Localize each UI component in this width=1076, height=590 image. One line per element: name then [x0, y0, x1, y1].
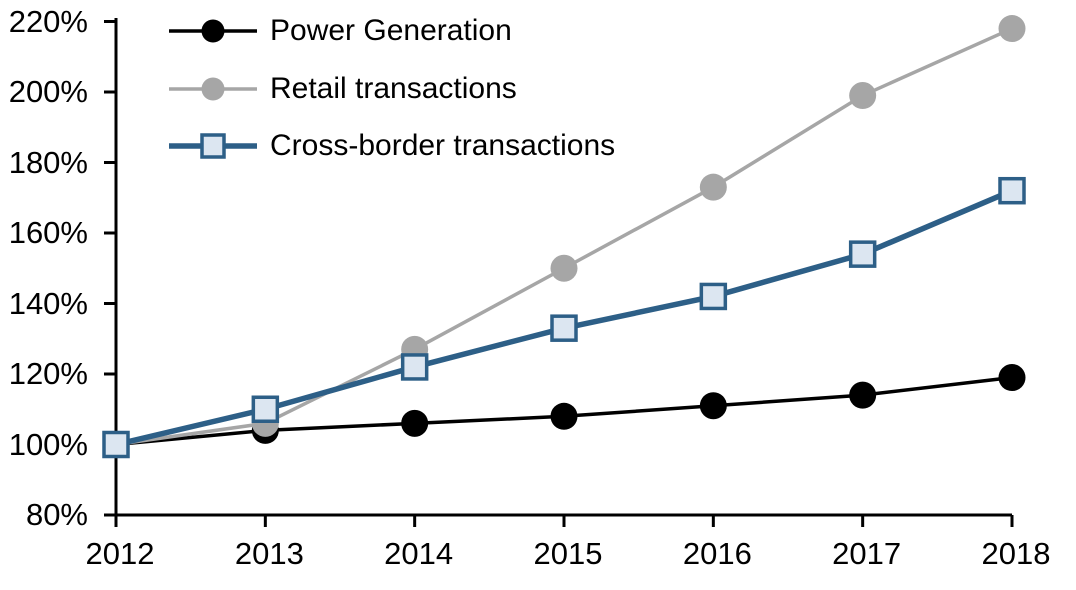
- y-axis-tick-label: 220%: [8, 3, 88, 39]
- series-marker-retail-transactions: [699, 173, 727, 201]
- y-axis-tick-label: 160%: [8, 215, 88, 250]
- x-axis-tick-label: 2016: [682, 536, 752, 571]
- series-marker-retail-transactions: [849, 82, 877, 110]
- series-marker-power-generation: [998, 364, 1026, 392]
- y-axis-tick-label: 120%: [8, 356, 88, 391]
- legend-marker-square: [200, 133, 226, 159]
- x-axis-tick-label: 2015: [533, 536, 603, 571]
- legend-marker-circle: [201, 19, 225, 43]
- series-marker-cross-border-transactions: [699, 282, 728, 311]
- series-marker-cross-border-transactions: [400, 353, 429, 381]
- legend-label: Cross-border transactions: [270, 129, 616, 162]
- legend-item-power-generation: Power Generation: [167, 13, 512, 49]
- x-axis-tick-label: 2014: [384, 536, 454, 571]
- series-marker-cross-border-transactions: [550, 314, 578, 342]
- y-axis-tick-label: 80%: [25, 497, 88, 532]
- y-axis-tick-label: 200%: [8, 74, 88, 109]
- series-marker-cross-border-transactions: [998, 176, 1026, 205]
- legend-marker-cross-border-transactions: [169, 133, 257, 159]
- legend-marker-power-generation: [169, 19, 257, 43]
- series-marker-cross-border-transactions: [251, 395, 280, 423]
- series-marker-cross-border-transactions: [102, 430, 130, 459]
- legend-item-retail-transactions: Retail transactions: [167, 71, 517, 107]
- legend-label: Retail transactions: [270, 72, 517, 105]
- x-axis-tick-label: 2017: [832, 536, 902, 571]
- legend-marker-retail-transactions: [169, 77, 257, 101]
- series-marker-retail-transactions: [998, 15, 1026, 43]
- series-marker-power-generation: [699, 392, 727, 420]
- legend-label: Power Generation: [270, 14, 512, 47]
- series-marker-power-generation: [849, 381, 877, 409]
- x-axis-tick-label: 2018: [981, 536, 1051, 571]
- x-axis-tick-label: 2012: [85, 536, 155, 571]
- y-axis-tick-label: 180%: [8, 144, 88, 180]
- y-axis-tick-label: 140%: [8, 285, 88, 321]
- legend-item-cross-border-transactions: Cross-border transactions: [167, 128, 615, 164]
- legend-marker-circle: [201, 77, 225, 101]
- y-axis-tick-label: 100%: [8, 426, 88, 462]
- x-axis-tick-label: 2013: [234, 536, 304, 571]
- series-marker-power-generation: [401, 409, 429, 437]
- series-marker-retail-transactions: [550, 254, 578, 282]
- series-marker-cross-border-transactions: [848, 240, 877, 268]
- series-marker-power-generation: [550, 402, 578, 430]
